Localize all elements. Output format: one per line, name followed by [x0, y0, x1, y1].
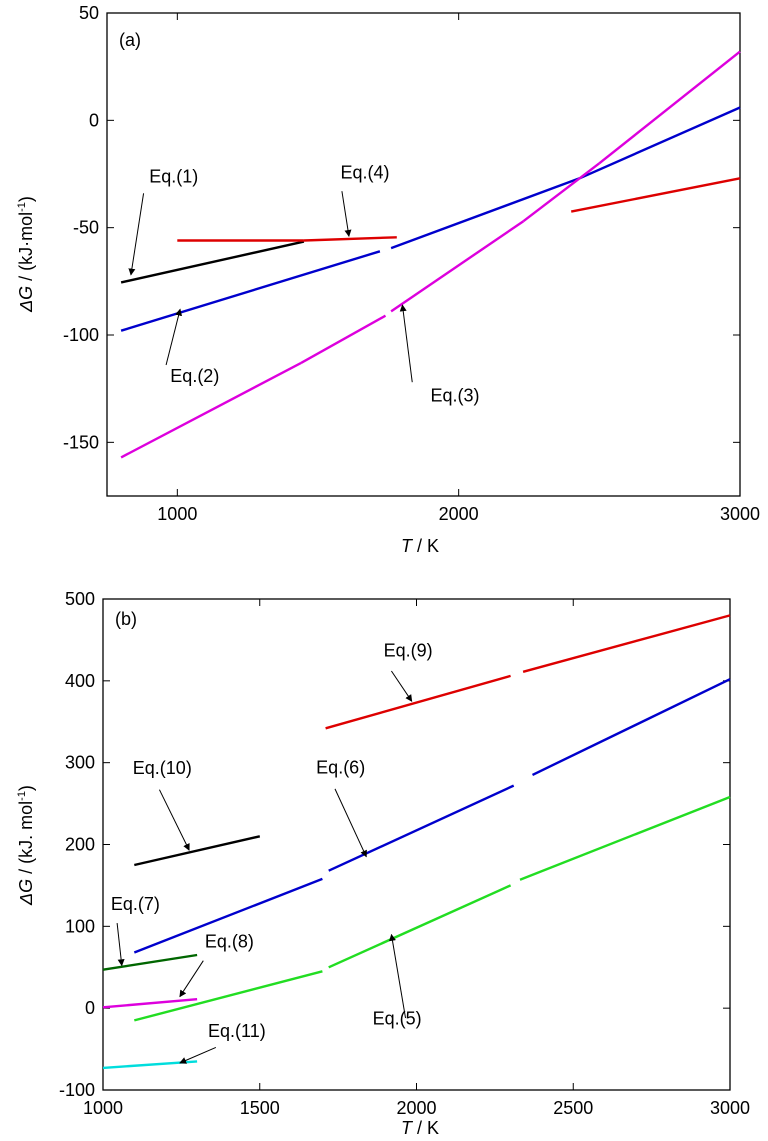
- series-eq-11: [102, 1060, 198, 1070]
- annotation-label: Eq.(1): [149, 167, 198, 187]
- chart-panel-a: 1000 2000 3000 50 0 -50 -100 -150 (a) T / K ΔG / (…: [16, 3, 760, 556]
- series-eq-9: [325, 614, 731, 730]
- series-line-segment: [303, 236, 397, 242]
- x-tick-label: 1000: [83, 1098, 123, 1118]
- series-line-segment: [102, 953, 198, 971]
- x-tick-label: 2000: [439, 504, 479, 524]
- annotation-label: Eq.(11): [208, 1021, 266, 1041]
- x-axis-symbol: T: [401, 1118, 414, 1138]
- annotation-label: Eq.(3): [431, 386, 480, 406]
- series-line-segment: [390, 177, 581, 250]
- annotation-label: Eq.(4): [341, 162, 390, 182]
- annotation-arrow: [391, 670, 413, 702]
- series-line-segment: [102, 1060, 198, 1070]
- x-tick-label: 2500: [553, 1098, 593, 1118]
- x-tick-label: 2000: [396, 1098, 436, 1118]
- series-line-segment: [328, 884, 512, 969]
- series-line-segment: [133, 970, 323, 1022]
- series-eq-6: [133, 678, 731, 954]
- y-tick-label: 50: [79, 3, 99, 23]
- y-axis-symbol: ΔG: [16, 286, 36, 313]
- series-line-segment: [390, 220, 525, 313]
- series-line-segment: [531, 678, 731, 776]
- annotation-label: Eq.(9): [384, 640, 433, 660]
- annotation-arrow: [341, 191, 352, 237]
- series-line-segment: [328, 784, 515, 872]
- annotation-arrow: [399, 304, 413, 383]
- annotation-label: Eq.(8): [205, 932, 254, 952]
- annotation-arrow: [179, 1046, 217, 1064]
- series-line-segment: [120, 250, 381, 332]
- annotation-arrow: [334, 788, 367, 858]
- series-eq-10: [134, 835, 261, 867]
- annotation-arrow: [128, 193, 145, 276]
- annotation-arrow: [116, 923, 125, 967]
- y-axis-unit: / (kJ·mol: [16, 212, 36, 286]
- panel-label: (b): [115, 609, 137, 629]
- y-axis-label: ΔG / (kJ. mol-1): [16, 785, 36, 906]
- y-tick-label: 0: [85, 998, 95, 1018]
- x-tick-label: 3000: [710, 1098, 750, 1118]
- y-axis-exponent: -1: [16, 791, 28, 801]
- annotation-arrow: [179, 960, 204, 998]
- series-line-segment: [102, 998, 198, 1009]
- x-axis-label: T / K: [401, 536, 439, 556]
- y-tick-label: -100: [63, 325, 99, 345]
- y-tick-label: 100: [65, 916, 95, 936]
- annotation-label: Eq.(6): [316, 757, 365, 777]
- series-line-segment: [522, 614, 731, 673]
- series-line-segment: [325, 674, 511, 730]
- annotation-label: Eq.(2): [170, 366, 219, 386]
- x-axis-label: T / K: [401, 1118, 439, 1138]
- series-line-segment: [300, 314, 387, 364]
- series-eq-1: [120, 240, 305, 284]
- y-axis-symbol: ΔG: [16, 879, 36, 906]
- series-line-segment: [570, 177, 741, 213]
- y-axis-close: ): [16, 785, 36, 791]
- y-tick-label: 200: [65, 835, 95, 855]
- y-tick-label: 0: [89, 110, 99, 130]
- y-tick-label: -50: [73, 218, 99, 238]
- panel-label: (a): [119, 30, 141, 50]
- annotation-arrow: [165, 308, 183, 366]
- y-tick-label: 300: [65, 753, 95, 773]
- series-line-segment: [519, 795, 731, 881]
- series-eq-7: [102, 953, 198, 971]
- x-axis-unit: / K: [412, 1118, 439, 1138]
- series-eq-2: [120, 106, 741, 332]
- series-line-segment: [120, 361, 302, 459]
- y-tick-label: -150: [63, 432, 99, 452]
- series-eq-3: [120, 50, 741, 459]
- plot-frame: [106, 12, 741, 497]
- series-line-segment: [579, 106, 741, 180]
- y-tick-label: 500: [65, 589, 95, 609]
- x-axis-symbol: T: [401, 536, 414, 556]
- x-tick-label: 3000: [720, 504, 760, 524]
- x-axis-unit: / K: [412, 536, 439, 556]
- series-eq-5: [133, 795, 731, 1022]
- x-tick-label: 1500: [240, 1098, 280, 1118]
- y-axis-exponent: -1: [16, 202, 28, 212]
- annotation-label: Eq.(5): [373, 1009, 422, 1029]
- y-axis-label: ΔG / (kJ·mol-1): [16, 196, 36, 313]
- series-line-segment: [120, 240, 305, 284]
- x-tick-label: 1000: [157, 504, 197, 524]
- annotation-label: Eq.(10): [133, 758, 192, 778]
- series-line-segment: [134, 835, 261, 867]
- y-tick-label: -100: [59, 1080, 95, 1100]
- series-eq-8: [102, 998, 198, 1009]
- annotation-label: Eq.(7): [111, 894, 160, 914]
- series-line-segment: [598, 50, 741, 165]
- series-line-segment: [522, 162, 601, 223]
- annotation-arrow: [158, 789, 190, 851]
- y-tick-label: 400: [65, 671, 95, 691]
- chart-panel-b: 1000 1500 2000 2500 30005004003002001000-100…: [16, 589, 750, 1138]
- series-line-segment: [133, 877, 323, 954]
- annotation-arrow: [389, 933, 407, 1019]
- y-axis-close: ): [16, 196, 36, 202]
- series-eq-4: [177, 177, 741, 242]
- y-axis-unit: / (kJ. mol: [16, 801, 36, 879]
